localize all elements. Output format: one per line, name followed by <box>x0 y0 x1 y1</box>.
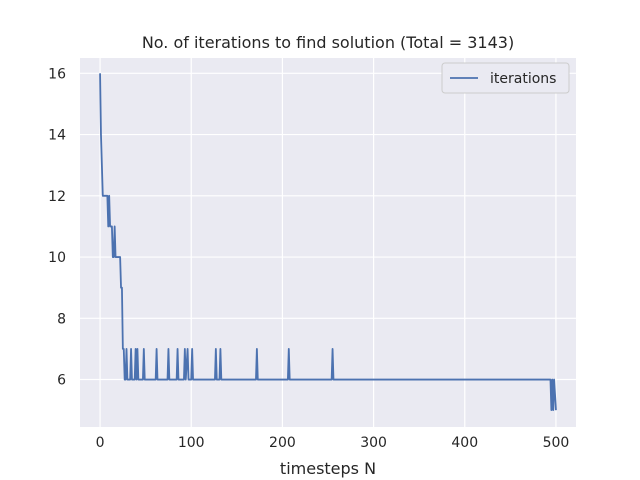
legend: iterations <box>441 62 570 94</box>
chart-title: No. of iterations to find solution (Tota… <box>142 33 514 52</box>
x-tick-label: 100 <box>178 435 205 451</box>
x-axis-label: timesteps N <box>280 459 376 478</box>
legend-box <box>441 62 570 94</box>
y-tick-label: 6 <box>57 373 66 389</box>
y-tick-label: 8 <box>57 311 66 327</box>
y-tick-label: 12 <box>48 189 66 205</box>
x-tick-label: 0 <box>96 435 105 451</box>
y-tick-label: 10 <box>48 250 66 266</box>
legend-label-iterations: iterations <box>490 71 556 87</box>
plot-area <box>80 58 576 427</box>
x-tick-label: 200 <box>269 435 296 451</box>
series-line-iterations <box>99 73 557 412</box>
y-tick-label: 16 <box>48 66 66 82</box>
x-tick-label: 500 <box>543 435 570 451</box>
y-tick-label: 14 <box>48 128 66 144</box>
x-tick-label: 300 <box>360 435 387 451</box>
x-tick-label: 400 <box>451 435 478 451</box>
